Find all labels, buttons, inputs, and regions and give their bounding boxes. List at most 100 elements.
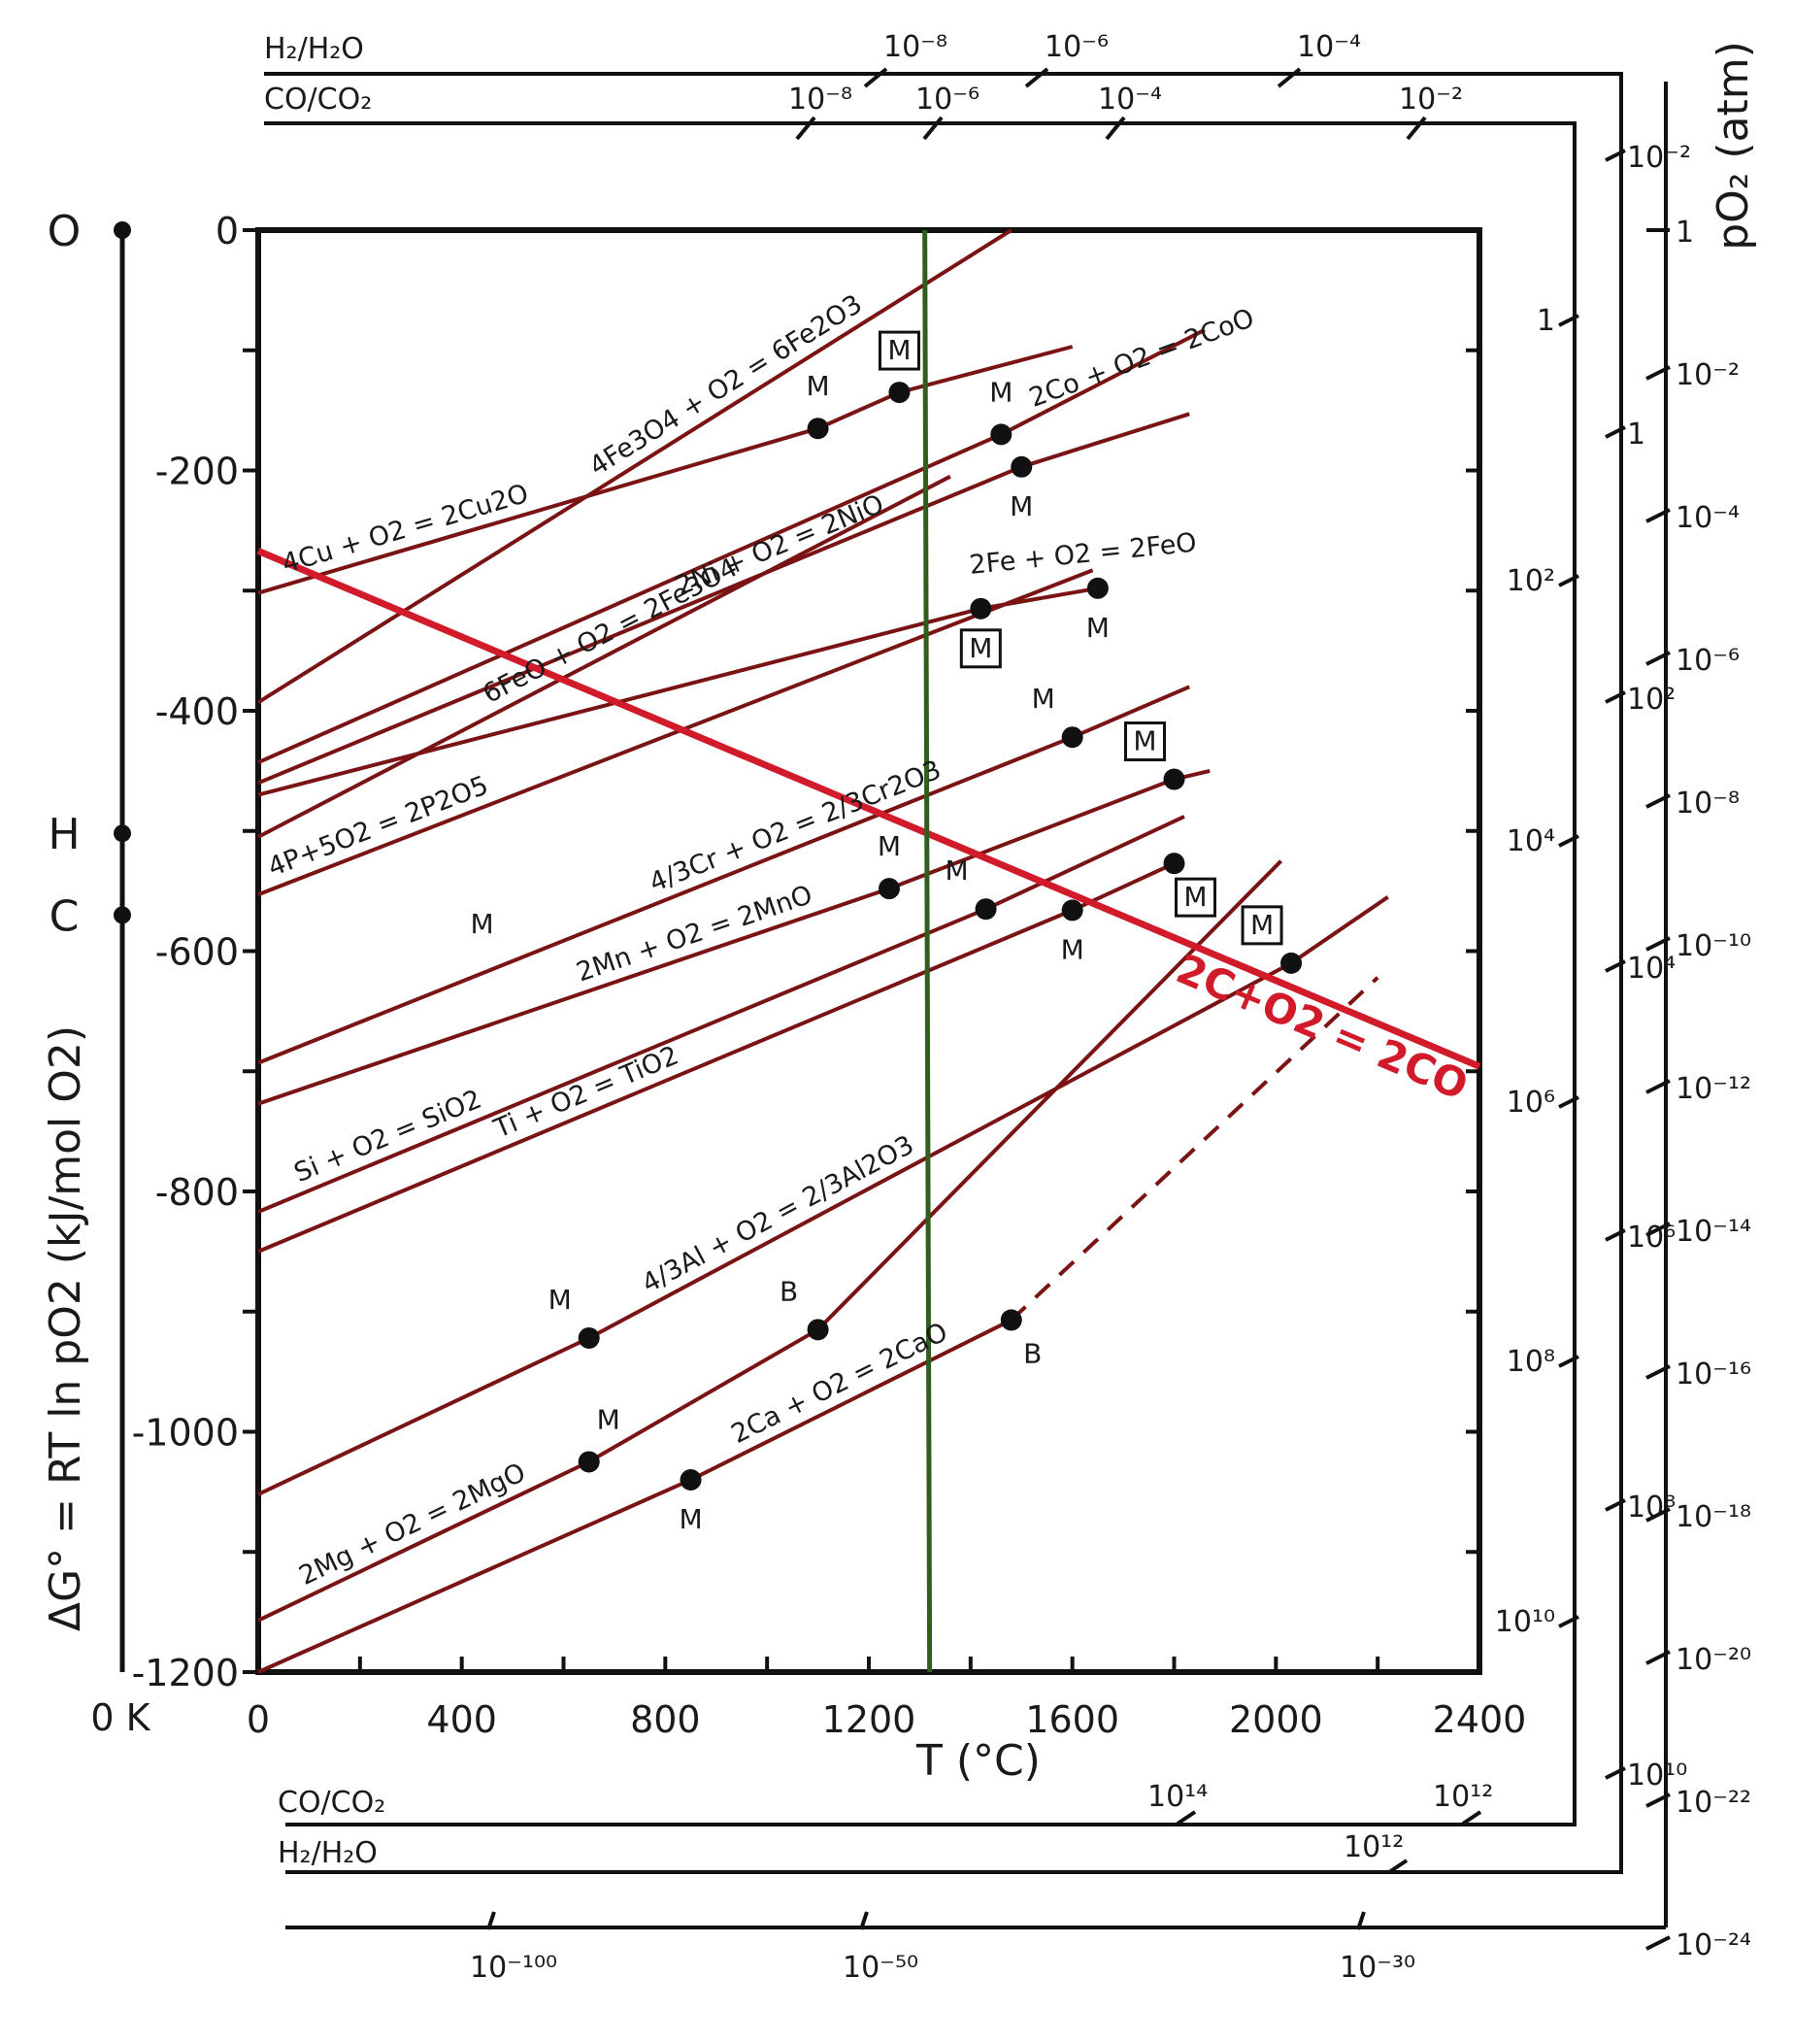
right-h2-h2o-tick — [1605, 690, 1626, 704]
right-h2-h2o-tick-label: 10² — [1627, 683, 1676, 717]
phase-marker-label: M — [969, 632, 992, 664]
phase-marker-label: M — [597, 1403, 620, 1435]
x-tick-label: 1200 — [822, 1698, 916, 1741]
x-tick-label: 800 — [630, 1698, 701, 1741]
reaction-label: 2Mg + O2 = 2MgO — [294, 1458, 530, 1592]
top-co-co2-title: CO/CO₂ — [264, 83, 372, 117]
po2-tick-label: 10⁻¹⁸ — [1676, 1500, 1751, 1534]
series-line — [257, 1318, 1013, 1674]
phase-marker-label: M — [1183, 881, 1207, 913]
phase-transition-dot — [807, 1319, 829, 1341]
po2-tick — [1645, 1079, 1671, 1094]
axes-layer: 0 400 800 1200 1600 2000 2400 T (°C) 0 -200 -400 -6… — [41, 207, 1526, 1786]
po2-tick-label: 10⁻² — [1676, 358, 1740, 392]
po2-tick — [1645, 1222, 1671, 1237]
top-h2-h2o-tick — [863, 67, 888, 88]
phase-markers-layer: M M M M M M M M M M M M M M B B M M M — [471, 330, 1303, 1535]
y-tick-label: -1200 — [132, 1652, 239, 1694]
phase-transition-dot — [1061, 899, 1083, 921]
bottom-co-co2-tick-label: 10¹⁴ — [1147, 1780, 1208, 1814]
top-co-co2-tick — [1406, 116, 1427, 141]
left-scale-point — [114, 906, 131, 924]
phase-transition-dot — [1280, 952, 1303, 974]
po2-tick-label: 10⁻¹⁰ — [1676, 929, 1751, 963]
phase-transition-dot — [888, 382, 911, 404]
po2-tick — [1645, 1935, 1671, 1951]
phase-marker-label: M — [679, 1503, 702, 1535]
phase-marker-label: M — [548, 1284, 572, 1316]
top-h2-h2o-tick-label: 10⁻⁴ — [1297, 30, 1361, 64]
left-scale-point — [114, 824, 131, 843]
phase-marker-label: M — [1061, 933, 1084, 965]
boxed-marker-frame — [878, 330, 920, 371]
top-co-co2-tick — [922, 116, 944, 141]
right-co-co2-tick-label: 10⁸ — [1507, 1345, 1555, 1379]
right-co-co2-tick — [1558, 1095, 1579, 1109]
y-tick-label: -600 — [155, 931, 239, 974]
phase-transition-dot — [578, 1326, 600, 1349]
right-co-co2-tick-label: 10² — [1507, 564, 1555, 598]
right-co-co2-tick-label: 1 — [1537, 304, 1555, 338]
reference-temperature-line — [922, 229, 933, 1673]
phase-transition-dot — [1163, 768, 1185, 790]
phase-transition-dot — [1011, 455, 1033, 478]
boxed-marker-frame — [1124, 721, 1166, 762]
po2-tick-label: 10⁻⁴ — [1676, 501, 1740, 535]
bottom-h2-h2o-tick — [1387, 1859, 1409, 1874]
phase-transition-dot — [680, 1469, 702, 1491]
po2-tick — [1645, 1507, 1671, 1523]
x-tick-label: 400 — [426, 1698, 497, 1741]
phase-transition-dot — [975, 898, 997, 921]
series-line — [257, 345, 1074, 595]
po2-tick-label: 10⁻²⁰ — [1676, 1643, 1751, 1677]
right-h2-h2o-tick — [1605, 959, 1626, 973]
right-co-co2-tick — [1558, 314, 1579, 327]
top-h2-h2o-tick-label: 10⁻⁸ — [883, 30, 947, 64]
y-tick-label: 0 — [216, 210, 239, 252]
po2-tick — [1645, 365, 1671, 381]
right-co-co2-tick-label: 10⁶ — [1507, 1086, 1555, 1120]
reaction-label: Si + O2 = SiO2 — [290, 1084, 486, 1189]
phase-transition-dot — [990, 423, 1013, 446]
po2-tick — [1645, 1793, 1671, 1808]
y-tick-label: -800 — [155, 1171, 239, 1214]
series-line — [257, 859, 1283, 1623]
po2-tick — [1645, 1650, 1671, 1665]
left-scale-point — [114, 221, 131, 239]
phase-marker-label: M — [887, 334, 911, 366]
x-axis-title: T (°C) — [915, 1736, 1041, 1786]
y-axis-title: ΔG° = RT ln pO2 (kJ/mol O2) — [41, 1025, 90, 1631]
reaction-label: 4P+5O2 = 2P2O5 — [264, 770, 492, 883]
phase-marker-label: M — [806, 370, 829, 402]
phase-transition-dot — [878, 878, 900, 900]
top-h2-h2o-tick-label: 10⁻⁶ — [1045, 30, 1109, 64]
phase-marker-label: B — [780, 1275, 798, 1307]
x-tick-label: 2400 — [1433, 1698, 1527, 1741]
right-co-co2-tick — [1558, 1615, 1579, 1628]
right-h2-h2o-tick-label: 10⁻² — [1627, 141, 1691, 175]
bottom-po2-tick-label: 10⁻¹⁰⁰ — [470, 1951, 557, 1985]
y-tick-label: -1000 — [132, 1412, 239, 1455]
phase-transition-dot — [1061, 726, 1083, 749]
po2-tick-label: 10⁻²² — [1676, 1786, 1751, 1820]
right-co-co2-tick-label: 10¹⁰ — [1495, 1605, 1555, 1639]
reaction-label: 6FeO + O2 = 2Fe3O4 — [479, 553, 743, 710]
reaction-label: 4Cu + O2 = 2Cu2O — [279, 479, 532, 580]
phase-marker-label: M — [989, 376, 1013, 408]
scale-frame-line — [264, 72, 1623, 1874]
right-co-co2-tick — [1558, 1355, 1579, 1368]
phase-transition-dot — [807, 418, 829, 440]
po2-tick-label: 10⁻¹⁶ — [1676, 1357, 1751, 1391]
po2-tick-label: 10⁻¹⁴ — [1676, 1215, 1751, 1249]
po2-tick-label: 10⁻²⁴ — [1676, 1928, 1751, 1962]
phase-transition-dot — [1163, 853, 1185, 875]
po2-axis-title: pO₂ (atm) — [1709, 41, 1758, 251]
reaction-label: 2C+O2 = 2CO — [1170, 945, 1475, 1110]
series-line — [257, 474, 951, 839]
scale-frame-line — [264, 121, 1577, 1826]
po2-tick-label: 1 — [1676, 216, 1694, 250]
right-h2-h2o-tick-label: 1 — [1627, 418, 1645, 452]
x-tick-label: 1600 — [1025, 1698, 1119, 1741]
